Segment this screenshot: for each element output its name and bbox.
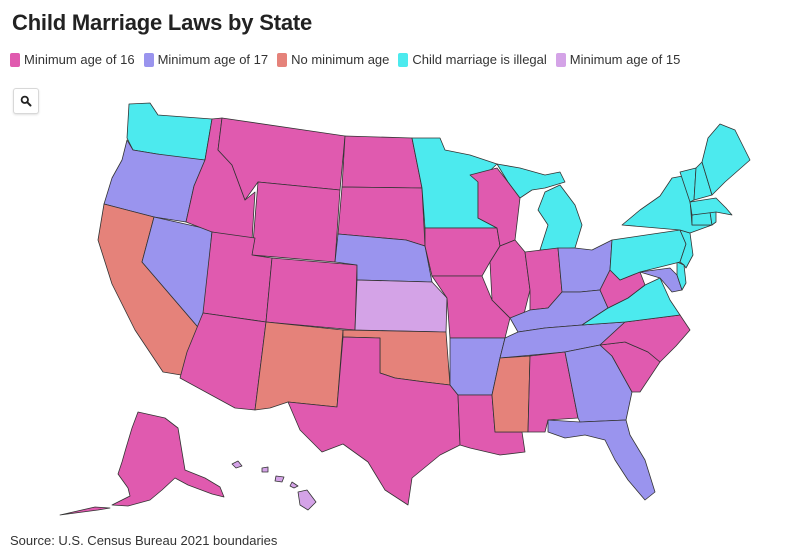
- state-NM[interactable]: [254, 321, 344, 411]
- state-CO[interactable]: [265, 257, 358, 331]
- legend-item-no-minimum[interactable]: No minimum age: [277, 52, 389, 67]
- legend-swatch: [398, 52, 409, 67]
- state-MA[interactable]: [689, 197, 733, 216]
- legend-swatch: [143, 52, 154, 67]
- legend-label: No minimum age: [291, 52, 390, 67]
- legend-swatch: [277, 52, 288, 67]
- state-IA[interactable]: [424, 227, 501, 277]
- legend-item-age15[interactable]: Minimum age of 15: [555, 52, 681, 67]
- legend-swatch: [10, 52, 20, 67]
- legend-item-age17[interactable]: Minimum age of 17: [143, 52, 269, 67]
- state-HI[interactable]: [231, 460, 317, 511]
- legend-label: Minimum age of 17: [157, 52, 269, 67]
- legend-item-age16[interactable]: Minimum age of 16: [10, 52, 135, 67]
- state-AK[interactable]: [59, 411, 225, 516]
- state-ND[interactable]: [341, 135, 423, 189]
- legend-item-illegal[interactable]: Child marriage is illegal: [398, 52, 547, 67]
- source-note: Source: U.S. Census Bureau 2021 boundari…: [10, 533, 278, 548]
- state-FL[interactable]: [547, 419, 656, 501]
- state-ME[interactable]: [701, 123, 751, 196]
- zoom-search-button[interactable]: [13, 88, 39, 114]
- state-TX[interactable]: [287, 336, 461, 506]
- state-MS[interactable]: [491, 355, 531, 433]
- state-MO[interactable]: [431, 275, 511, 339]
- page-title: Child Marriage Laws by State: [12, 10, 313, 35]
- state-NJ[interactable]: [679, 229, 694, 269]
- state-KS[interactable]: [354, 279, 448, 333]
- legend-label: Minimum age of 16: [24, 52, 135, 67]
- legend-label: Child marriage is illegal: [412, 52, 547, 67]
- state-WY[interactable]: [251, 181, 341, 263]
- legend: Minimum age of 16 Minimum age of 17 No m…: [10, 52, 680, 67]
- legend-swatch: [555, 52, 566, 67]
- search-icon: [20, 95, 32, 107]
- legend-label: Minimum age of 15: [569, 52, 681, 67]
